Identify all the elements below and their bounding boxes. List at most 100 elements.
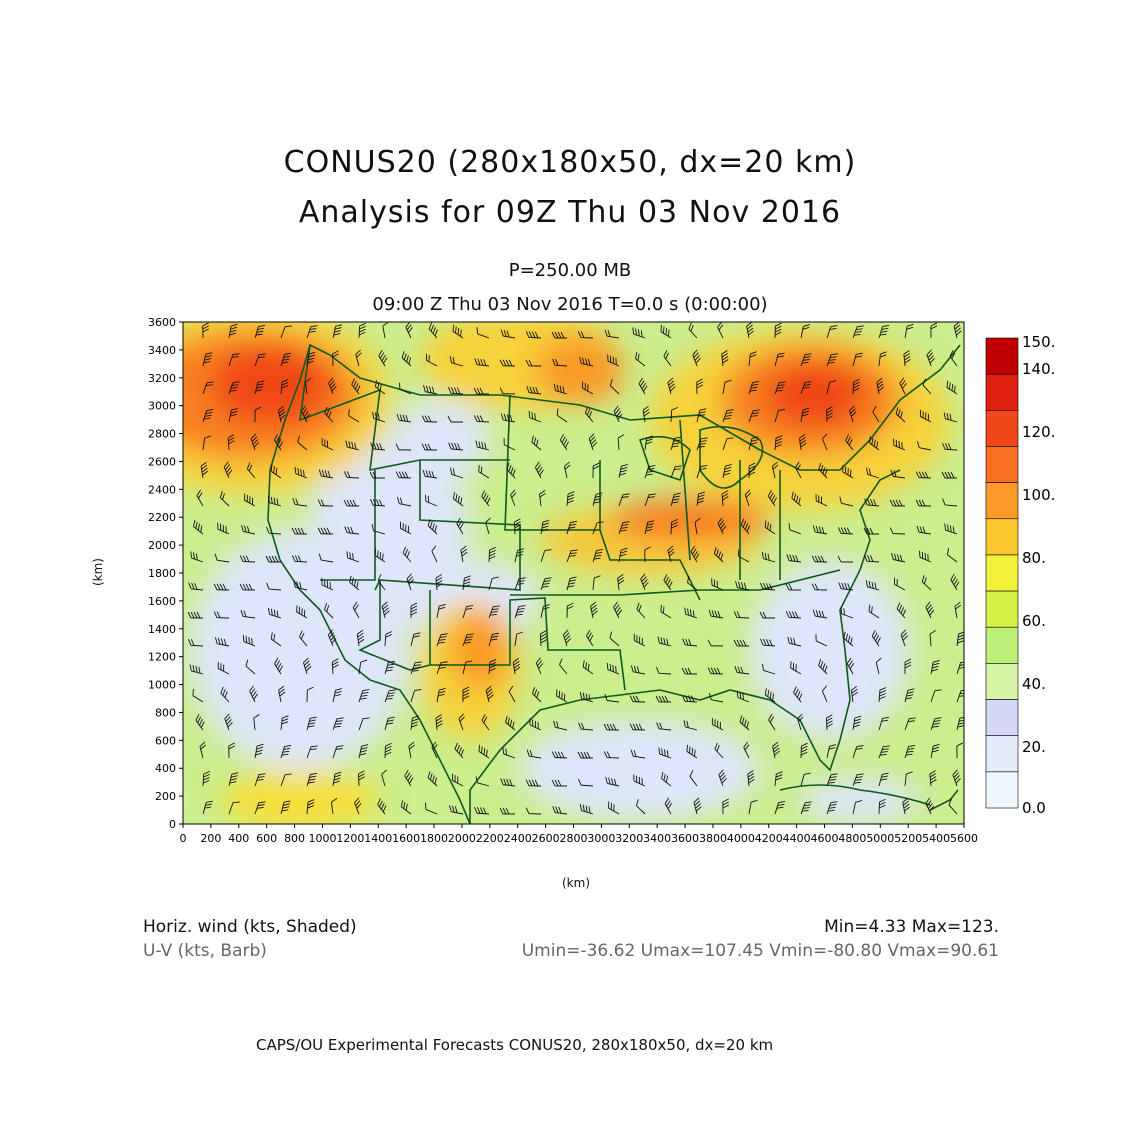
footer-shaded-label: Horiz. wind (kts, Shaded) bbox=[143, 917, 357, 937]
wind-barb bbox=[800, 801, 812, 815]
wind-barb bbox=[876, 377, 885, 395]
wind-barb bbox=[748, 436, 759, 451]
wind-barb bbox=[332, 350, 339, 367]
wind-barb bbox=[878, 798, 886, 815]
wind-barb bbox=[586, 629, 594, 647]
wind-barb bbox=[800, 381, 812, 395]
wind-barb bbox=[456, 517, 464, 535]
wind-barbs bbox=[187, 322, 964, 815]
wind-barb bbox=[431, 545, 438, 563]
wind-barb bbox=[514, 605, 526, 619]
wind-barb bbox=[270, 632, 282, 647]
wind-barb bbox=[377, 574, 386, 591]
wind-barb bbox=[711, 578, 724, 591]
wind-barb bbox=[228, 353, 240, 367]
wind-barb bbox=[878, 351, 887, 367]
wind-barb bbox=[352, 601, 360, 619]
wind-barb bbox=[696, 378, 704, 395]
y-tick-label: 1200 bbox=[148, 651, 176, 664]
wind-barb bbox=[852, 715, 862, 731]
pressure-level: P=250.00 MB bbox=[508, 260, 632, 281]
wind-barb bbox=[421, 415, 438, 423]
wind-barb bbox=[399, 521, 412, 535]
wind-barb bbox=[717, 322, 724, 339]
wind-barb bbox=[852, 325, 864, 339]
wind-barb bbox=[239, 555, 256, 563]
wind-barb bbox=[956, 742, 964, 759]
wind-barb bbox=[837, 527, 854, 535]
wind-barb bbox=[553, 720, 568, 731]
wind-barb bbox=[277, 405, 286, 423]
wind-barb bbox=[925, 797, 935, 815]
wind-barb bbox=[475, 440, 490, 451]
wind-barb bbox=[406, 573, 414, 591]
wind-barb bbox=[840, 607, 854, 619]
wind-barb bbox=[790, 661, 802, 675]
wind-barb bbox=[845, 434, 854, 451]
x-tick-label: 5600 bbox=[950, 832, 978, 845]
wind-barb bbox=[930, 689, 942, 703]
wind-barb bbox=[748, 799, 758, 815]
y-tick-label: 3000 bbox=[148, 400, 176, 413]
wind-barb bbox=[721, 490, 729, 507]
wind-barb bbox=[332, 717, 344, 731]
wind-barb bbox=[343, 499, 360, 507]
wind-barb bbox=[890, 469, 906, 479]
wind-barb bbox=[826, 353, 838, 367]
wind-barb bbox=[635, 351, 646, 367]
wind-barb bbox=[431, 741, 438, 759]
x-axis: 0 200 400 600 800 1000 1200 1400 1600 1800 2000 220… bbox=[180, 824, 978, 845]
color-bar-segment bbox=[985, 518, 1019, 556]
wind-barb bbox=[245, 659, 256, 675]
wind-barb bbox=[604, 329, 620, 339]
wind-barb bbox=[629, 723, 646, 731]
wind-barb bbox=[718, 769, 727, 787]
wind-barb bbox=[355, 349, 362, 367]
wind-barb bbox=[242, 634, 256, 647]
wind-barb bbox=[228, 408, 238, 423]
wind-barb bbox=[280, 379, 289, 395]
wind-barb bbox=[746, 322, 754, 339]
y-tick-label: 200 bbox=[155, 790, 176, 803]
wind-barb bbox=[921, 575, 932, 591]
wind-barb bbox=[811, 555, 828, 563]
wind-barb bbox=[891, 552, 906, 563]
color-bar-label: 100. bbox=[1022, 486, 1055, 504]
wind-barb bbox=[189, 664, 204, 675]
wind-barb bbox=[739, 715, 750, 731]
wind-barb bbox=[358, 322, 366, 339]
wind-barb bbox=[852, 745, 864, 759]
wind-barb bbox=[488, 659, 497, 675]
wind-barb bbox=[696, 465, 708, 479]
wind-barb bbox=[239, 583, 256, 591]
wind-barb bbox=[764, 520, 776, 535]
wind-barb bbox=[427, 771, 438, 787]
wind-barb bbox=[660, 604, 672, 619]
wind-barb bbox=[592, 462, 600, 479]
wind-barb bbox=[579, 356, 594, 367]
wind-barb bbox=[644, 493, 656, 507]
wind-barb bbox=[384, 631, 393, 647]
wind-barb bbox=[722, 437, 734, 451]
wind-barb bbox=[852, 773, 864, 787]
color-bar-segment bbox=[985, 482, 1019, 520]
wind-barb bbox=[707, 639, 724, 647]
wind-barb bbox=[540, 577, 552, 591]
color-bar-label: 0.0 bbox=[1022, 799, 1046, 817]
wind-barb bbox=[499, 359, 516, 367]
wind-barb bbox=[826, 773, 838, 787]
wind-barb bbox=[202, 322, 209, 339]
wind-barb bbox=[344, 526, 360, 535]
wind-barb bbox=[736, 690, 750, 703]
wind-barb bbox=[821, 685, 828, 703]
wind-barb bbox=[408, 741, 415, 759]
wind-barb bbox=[559, 433, 570, 451]
wind-barb bbox=[733, 639, 750, 647]
wind-barb bbox=[384, 660, 396, 675]
wind-barb bbox=[644, 465, 656, 479]
wind-barb bbox=[321, 578, 334, 591]
wind-barb bbox=[903, 350, 911, 367]
wind-barb bbox=[929, 630, 936, 647]
wind-barb bbox=[818, 658, 828, 675]
